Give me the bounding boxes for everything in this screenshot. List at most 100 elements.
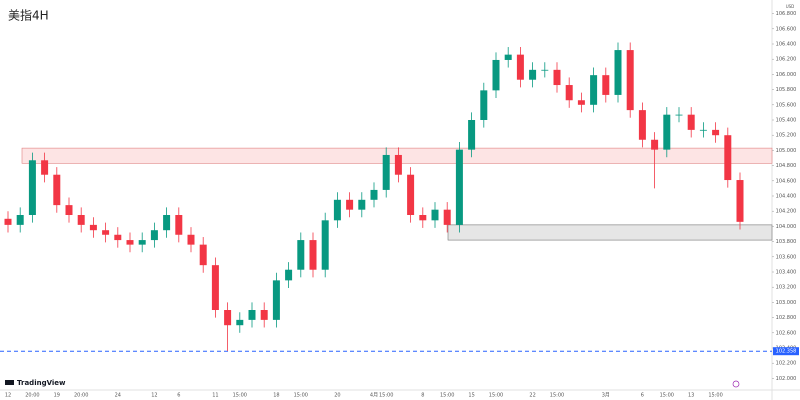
candle-body <box>553 69 561 86</box>
candle-body <box>114 234 122 241</box>
candle-body <box>736 180 744 222</box>
y-tick-label: 104.200 <box>776 209 797 215</box>
candle-body <box>370 189 378 200</box>
y-tick-label: 102.200 <box>776 361 797 367</box>
candle-body <box>651 139 659 150</box>
x-tick-label: 22 <box>529 393 535 399</box>
candle-body <box>468 120 476 150</box>
x-tick-label: 20:00 <box>25 393 39 399</box>
candle-body <box>41 160 49 175</box>
candle-body <box>577 100 585 105</box>
candle-body <box>297 240 305 270</box>
price-label: 102.358 <box>776 349 797 355</box>
x-tick-label: 15:00 <box>550 393 564 399</box>
y-tick-label: 106.200 <box>776 57 797 63</box>
x-tick-label: 12 <box>5 393 11 399</box>
candle-body <box>565 85 573 101</box>
x-tick-label: 24 <box>115 393 121 399</box>
x-tick-label: 18 <box>273 393 279 399</box>
candle-body <box>272 280 280 320</box>
x-tick-label: 19 <box>54 393 60 399</box>
candle-body <box>724 135 732 181</box>
x-tick-label: 6 <box>177 393 180 399</box>
candle-body <box>529 69 537 80</box>
plot <box>0 42 773 352</box>
candle-body <box>77 215 85 225</box>
candle-body <box>687 114 695 130</box>
candle-body <box>126 240 134 245</box>
x-tick-label: 15:00 <box>708 393 722 399</box>
x-tick-label: 15:00 <box>233 393 247 399</box>
candle-body <box>321 220 329 270</box>
candle-body <box>419 215 427 221</box>
candle-body <box>455 149 463 225</box>
y-tick-label: 104.800 <box>776 163 797 169</box>
candle-body <box>346 199 354 210</box>
x-tick-label: 12 <box>151 393 157 399</box>
candle-body <box>285 269 293 281</box>
zone <box>447 224 773 241</box>
candle-body <box>431 209 439 221</box>
y-tick-label: 103.600 <box>776 254 797 260</box>
candle-body <box>260 310 268 320</box>
y-tick-label: 103.800 <box>776 239 797 245</box>
candle-body <box>102 230 110 235</box>
candle-body <box>16 215 24 225</box>
y-tick-label: 104.600 <box>776 178 797 184</box>
candle-body <box>394 154 402 175</box>
candle-body <box>638 110 646 140</box>
y-tick-label: 106.000 <box>776 72 797 78</box>
x-tick-label: 20 <box>334 393 340 399</box>
y-tick-label: 105.000 <box>776 148 797 154</box>
candle-body <box>590 75 598 105</box>
x-tick-label: 4月 <box>370 393 378 399</box>
x-tick-label: 15:00 <box>660 393 674 399</box>
x-tick-label: 8 <box>421 393 424 399</box>
y-tick-label: 103.400 <box>776 270 797 276</box>
y-tick-label: 102.000 <box>776 376 797 382</box>
candle-body <box>663 114 671 150</box>
candle-body <box>224 310 232 326</box>
candle-body <box>602 75 610 95</box>
candle-body <box>504 54 512 60</box>
candle-body <box>187 234 195 245</box>
y-tick-label: 105.200 <box>776 133 797 139</box>
candle-body <box>480 90 488 120</box>
candle-body <box>236 319 244 326</box>
candle-body <box>614 50 622 95</box>
y-tick-label: 105.400 <box>776 118 797 124</box>
price-label-bg <box>773 347 799 356</box>
candle-body <box>333 199 341 221</box>
y-tick-label: 104.000 <box>776 224 797 230</box>
y-tick-label: 103.000 <box>776 300 797 306</box>
y-tick-label: 106.800 <box>776 11 797 17</box>
y-tick-label: 104.400 <box>776 194 797 200</box>
candle-body <box>358 199 366 210</box>
y-tick-label: 106.600 <box>776 26 797 32</box>
x-tick-label: 11 <box>212 393 218 399</box>
x-tick-label: 6 <box>641 393 644 399</box>
x-tick-label: 20:00 <box>74 393 88 399</box>
y-tick-label: 103.200 <box>776 285 797 291</box>
candle-body <box>89 224 97 231</box>
candle-body <box>53 174 61 206</box>
candle-body <box>211 265 219 310</box>
x-tick-label: 3月 <box>602 393 610 399</box>
currency: USD <box>786 4 795 9</box>
x-tick-label: 15:00 <box>440 393 454 399</box>
logo: TradingView <box>5 379 66 387</box>
candle-body <box>163 215 171 231</box>
y-tick-label: 102.800 <box>776 315 797 321</box>
x-tick-label: 13 <box>688 393 694 399</box>
candle-body <box>199 244 207 266</box>
candle-body <box>175 215 183 235</box>
candle-body <box>138 240 146 245</box>
x-tick-label: 15 <box>468 393 474 399</box>
candle-body <box>516 54 524 80</box>
logo-icon <box>5 380 14 385</box>
event-marker[interactable] <box>732 380 740 388</box>
candle-body <box>65 205 73 215</box>
candle-body <box>407 174 415 215</box>
brand: TradingView <box>17 379 66 387</box>
